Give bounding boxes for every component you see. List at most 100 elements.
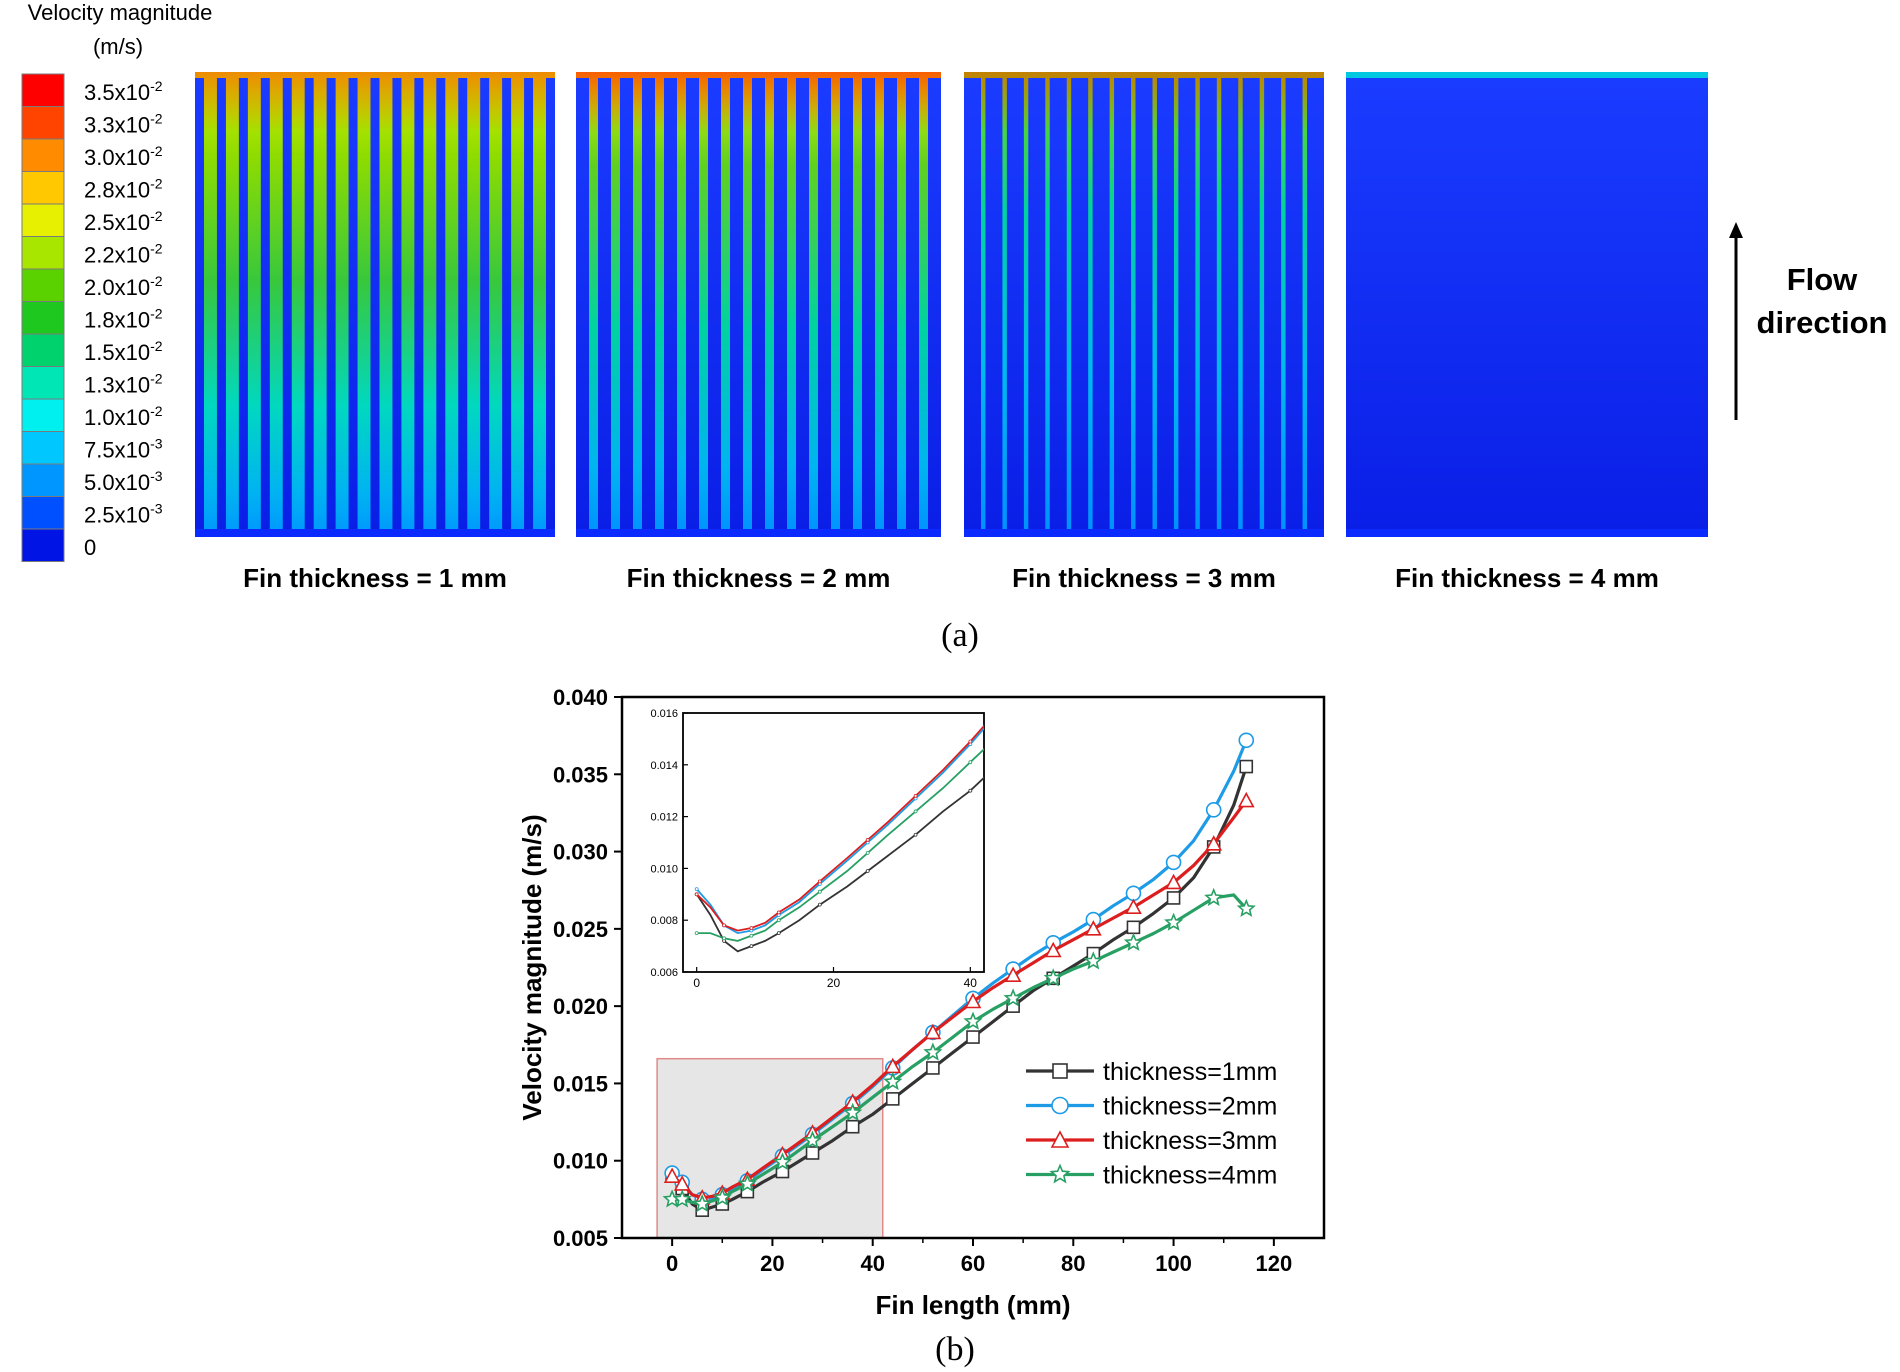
inset-y-tick-label: 0.006 <box>650 967 678 979</box>
data-point-square <box>805 1146 820 1160</box>
data-point-star <box>1003 988 1023 1007</box>
contour-base <box>576 529 941 537</box>
fin <box>1199 78 1217 537</box>
legend-unit: (m/s) <box>93 34 143 59</box>
fin <box>1285 78 1303 537</box>
fin <box>1307 78 1324 537</box>
contour-panels: Fin thickness = 1 mm Fin thickness = 2 mm… <box>195 72 1708 593</box>
data-point-star <box>1043 968 1063 987</box>
inset-frame <box>682 712 985 973</box>
y-axis-label: Velocity magnitude (m/s) <box>517 814 547 1120</box>
legend-level-label: 2.5x10-3 <box>84 501 163 528</box>
legend-swatch <box>21 528 65 562</box>
data-point-triangle <box>1044 941 1062 958</box>
fin <box>370 78 380 537</box>
inset-data-point <box>865 850 870 855</box>
data-point-circle <box>1051 1096 1069 1115</box>
x-tick-label: 100 <box>1155 1251 1192 1276</box>
fin <box>502 78 512 537</box>
data-point-star <box>1164 912 1184 931</box>
inset-series-line <box>695 776 984 953</box>
legend-level-label: 3.3x10-2 <box>84 111 163 138</box>
inset-data-point <box>968 739 973 744</box>
fin <box>1643 78 1666 537</box>
y-tick-label: 0.035 <box>553 762 608 787</box>
inset-data-point <box>722 923 726 928</box>
legend-swatch <box>21 333 65 367</box>
data-point-triangle <box>924 1023 942 1040</box>
data-point-circle <box>1205 802 1222 818</box>
data-point-square <box>845 1119 860 1134</box>
legend-entry: thickness=1mm <box>1026 1058 1277 1086</box>
fin <box>1388 78 1411 537</box>
fin <box>1431 78 1453 537</box>
fin <box>1242 78 1260 537</box>
fin <box>708 78 721 537</box>
data-point-star <box>737 1173 757 1193</box>
data-point-triangle <box>1205 835 1223 851</box>
data-point-square <box>1126 920 1141 935</box>
fin <box>964 78 981 537</box>
legend-level-label: 1.0x10-2 <box>84 403 163 430</box>
inset-data-point <box>776 910 781 915</box>
fin <box>1114 78 1132 537</box>
velocity-line-chart: 0 20 40 60 80 100 120 0.005 0.010 0.015 0.020 0.025… <box>517 685 1326 1320</box>
data-point-square <box>966 1030 980 1044</box>
fin <box>840 78 853 537</box>
inset-data-point <box>817 889 822 894</box>
legend-level-label: 5.0x10-3 <box>84 468 163 495</box>
legend-swatch <box>21 496 65 530</box>
legend-label: thickness=2mm <box>1103 1093 1277 1121</box>
x-axis-label: Fin length (mm) <box>876 1290 1071 1320</box>
inset-x-tick-label: 0 <box>693 976 700 990</box>
legend-level-label: 2.5x10-2 <box>84 208 163 235</box>
legend-entry: thickness=2mm <box>1026 1093 1277 1121</box>
fin <box>1178 78 1196 537</box>
fin <box>436 78 446 537</box>
fin <box>1494 78 1517 537</box>
fin <box>524 78 534 537</box>
x-tick-label: 120 <box>1255 1251 1292 1276</box>
legend-label: thickness=4mm <box>1103 1162 1277 1190</box>
fin <box>1346 78 1368 537</box>
fin <box>1071 78 1089 537</box>
inset-data-point <box>913 809 918 814</box>
fin <box>686 78 699 537</box>
inset-data-point <box>865 838 870 842</box>
velocity-color-legend: Velocity magnitude (m/s) 3.5x10-2 3.3x10-… <box>21 0 212 562</box>
x-tick-label: 0 <box>666 1251 678 1276</box>
data-point-star <box>1236 898 1256 917</box>
data-point-triangle <box>1085 920 1102 936</box>
contour-label: Fin thickness = 2 mm <box>627 563 891 593</box>
contour-base <box>195 529 555 537</box>
data-point-star <box>843 1102 863 1122</box>
data-point-star <box>692 1193 712 1213</box>
legend-swatch <box>21 431 65 465</box>
data-point-star <box>1204 887 1224 907</box>
fin <box>260 78 270 537</box>
legend-level-label: 1.8x10-2 <box>84 306 163 333</box>
fin <box>1664 78 1687 537</box>
fin <box>1006 78 1024 537</box>
data-point-triangle <box>1050 1130 1070 1148</box>
y-tick-label: 0.015 <box>553 1071 608 1096</box>
fin <box>1473 78 1496 537</box>
data-point-circle <box>1125 885 1142 902</box>
inset-data-point <box>913 793 918 798</box>
fin <box>928 78 941 537</box>
legend-level-label: 0 <box>84 535 96 560</box>
data-point-square <box>1052 1063 1068 1079</box>
flow-label-line2: direction <box>1757 305 1888 340</box>
series-line <box>671 799 1248 1200</box>
fin <box>620 78 633 537</box>
legend-level-label: 3.5x10-2 <box>84 78 163 105</box>
inset-y-tick-label: 0.014 <box>650 760 678 772</box>
inset-data-point <box>968 788 973 793</box>
fin <box>642 78 655 537</box>
data-point-triangle <box>1125 898 1142 915</box>
fin <box>1028 78 1046 537</box>
inset-x-tick-label: 20 <box>827 976 841 990</box>
fin <box>458 78 468 537</box>
legend-label: thickness=3mm <box>1103 1127 1277 1155</box>
